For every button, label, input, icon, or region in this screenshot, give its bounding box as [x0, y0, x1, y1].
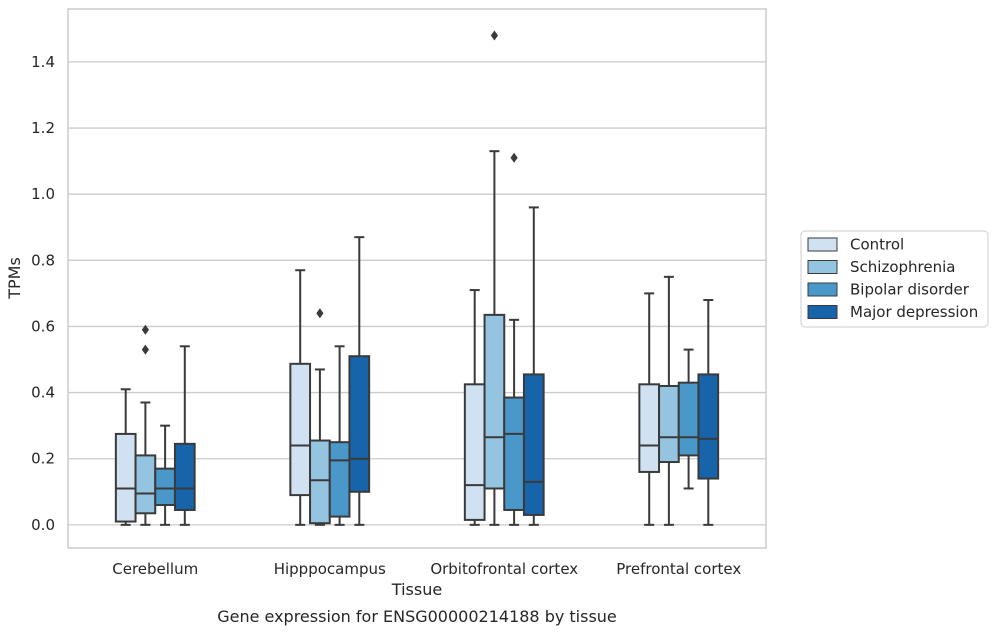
outlier-point — [141, 324, 149, 335]
legend-swatch — [807, 260, 838, 274]
box — [114, 432, 137, 523]
legend-label: Bipolar disorder — [850, 281, 970, 299]
x-tick-label: Orbitofrontal cortex — [430, 560, 578, 578]
plot-frame — [67, 8, 767, 549]
legend-swatch — [807, 282, 838, 297]
box — [309, 439, 331, 525]
box-group — [522, 206, 545, 526]
box — [658, 384, 680, 464]
x-tick-label: Prefrontal cortex — [616, 560, 741, 578]
box — [463, 383, 486, 521]
box — [638, 383, 661, 473]
legend-label: Control — [850, 236, 904, 254]
legend-label: Schizophrenia — [850, 258, 955, 276]
outlier-point — [141, 344, 149, 355]
plot-background — [68, 9, 766, 548]
y-tick-label: 1.0 — [31, 185, 55, 203]
y-tick-label: 0.2 — [31, 450, 55, 468]
x-axis-title: Tissue — [391, 580, 442, 599]
box — [134, 454, 157, 515]
y-tick-label: 1.2 — [31, 119, 55, 137]
legend-swatch — [807, 237, 838, 252]
box-group — [173, 345, 196, 526]
y-axis-ticks: 0.0 0.2 0.4 0.6 0.8 1.0 1.2 1.4 — [31, 53, 55, 534]
legend-label: Major depression — [850, 303, 978, 321]
outlier-point — [316, 308, 324, 319]
y-tick-label: 0.0 — [31, 516, 55, 534]
x-tick-label: Cerebellum — [112, 560, 198, 578]
box-group — [483, 30, 506, 526]
y-tick-label: 0.8 — [31, 251, 55, 269]
box — [289, 362, 312, 497]
y-axis-title: TPMs — [5, 257, 24, 300]
x-axis-ticks: Cerebellum Hipppocampus Orbitofrontal cort… — [112, 560, 741, 578]
box-group — [154, 424, 176, 526]
x-tick-label: Hipppocampus — [274, 560, 386, 578]
box — [677, 381, 700, 457]
box-group — [638, 292, 661, 526]
box-group — [328, 345, 351, 526]
box — [348, 355, 371, 493]
legend-frame — [800, 230, 989, 328]
box-group — [348, 236, 371, 526]
y-tick-label: 0.6 — [31, 317, 55, 335]
y-tick-label: 1.4 — [31, 53, 55, 71]
chart-caption: Gene expression for ENSG00000214188 by t… — [217, 607, 617, 626]
box — [697, 373, 720, 480]
legend-swatch — [807, 305, 838, 319]
outlier-point — [510, 152, 518, 163]
box-group — [134, 324, 157, 526]
box-group — [114, 388, 137, 526]
box — [483, 313, 506, 490]
box — [328, 441, 351, 518]
box-group — [677, 348, 700, 490]
box-group — [697, 298, 720, 526]
box — [173, 442, 196, 511]
outlier-point — [490, 30, 498, 41]
box — [522, 373, 545, 516]
box — [154, 467, 176, 507]
boxes — [114, 30, 720, 526]
legend: Control Schizophrenia Bipolar disorder Majo… — [800, 230, 989, 328]
y-tick-label: 0.4 — [31, 384, 55, 402]
box — [503, 396, 525, 511]
box-group — [289, 269, 312, 526]
box-group — [658, 275, 680, 526]
